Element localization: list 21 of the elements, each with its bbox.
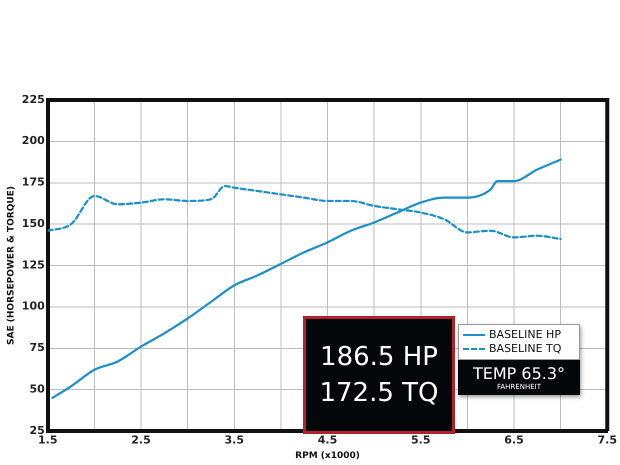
x-tick-label: 6.5 [504, 433, 524, 446]
y-tick-label: 200 [22, 134, 46, 148]
x-tick-label: 7.5 [598, 433, 618, 446]
annotation: 172.5 TQ [319, 377, 439, 410]
y-tick-label: 150 [22, 216, 46, 230]
x-tick-label: 2.5 [131, 433, 151, 446]
y-tick-label: 50 [29, 382, 46, 396]
x-tick-label: 4.5 [318, 433, 338, 446]
annotation: 186.5 HP [320, 341, 438, 374]
y-tick-label: 125 [22, 258, 45, 272]
y-tick-label: 225 [22, 92, 45, 106]
legend-label: BASELINE HP [489, 328, 561, 342]
x-axis-title: RPM (x1000) [295, 450, 360, 461]
x-tick-label: 5.5 [411, 433, 431, 446]
y-axis-title: SAE (HORSEPOWER & TORQUE) [6, 186, 17, 345]
y-tick-label: 75 [29, 341, 45, 354]
y-tick-label: 100 [22, 300, 46, 313]
annotation: TEMP 65.3° [472, 364, 566, 383]
x-tick-label: 3.5 [224, 433, 244, 446]
legend-label: BASELINE TQ [489, 342, 562, 356]
y-tick-label: 175 [22, 176, 45, 189]
